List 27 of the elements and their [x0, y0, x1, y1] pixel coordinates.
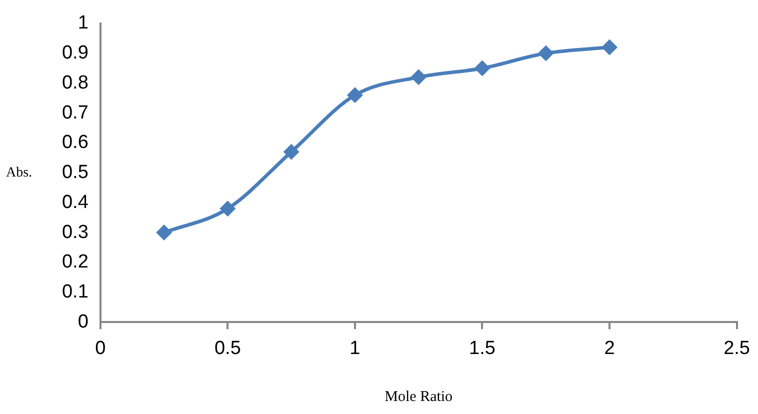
x-tick-label: 0 [95, 338, 106, 359]
x-tick-label: 2.5 [724, 338, 750, 359]
x-tick-label: 1 [350, 338, 360, 359]
point [346, 87, 363, 104]
y-tick-label: 0.9 [62, 42, 88, 64]
point [283, 144, 300, 160]
x-tick-label: 2 [604, 338, 615, 359]
point [410, 69, 427, 86]
x-axis-title: Mole Ratio [384, 388, 453, 405]
y-tick-label: 0 [78, 311, 88, 332]
y-tick-label: 0.3 [62, 222, 88, 243]
x-tick-label: 0.5 [214, 338, 241, 359]
y-tick-label: 0.6 [62, 132, 88, 154]
y-tick-label: 0.4 [62, 192, 89, 213]
point [602, 39, 618, 56]
y-axis-title: Abs. [6, 165, 32, 180]
y-tick-label: 0.8 [62, 72, 88, 94]
point [156, 224, 172, 241]
x-tick-label: 1.5 [469, 338, 496, 359]
y-tick-label: 0.7 [62, 102, 88, 124]
y-tick-label: 0.2 [62, 252, 88, 273]
point [220, 200, 236, 217]
point [538, 45, 554, 62]
y-tick-label: 0.1 [62, 282, 88, 303]
y-tick-label: 1 [78, 12, 88, 34]
y-tick-label: 0.5 [62, 162, 88, 184]
point [474, 60, 490, 76]
